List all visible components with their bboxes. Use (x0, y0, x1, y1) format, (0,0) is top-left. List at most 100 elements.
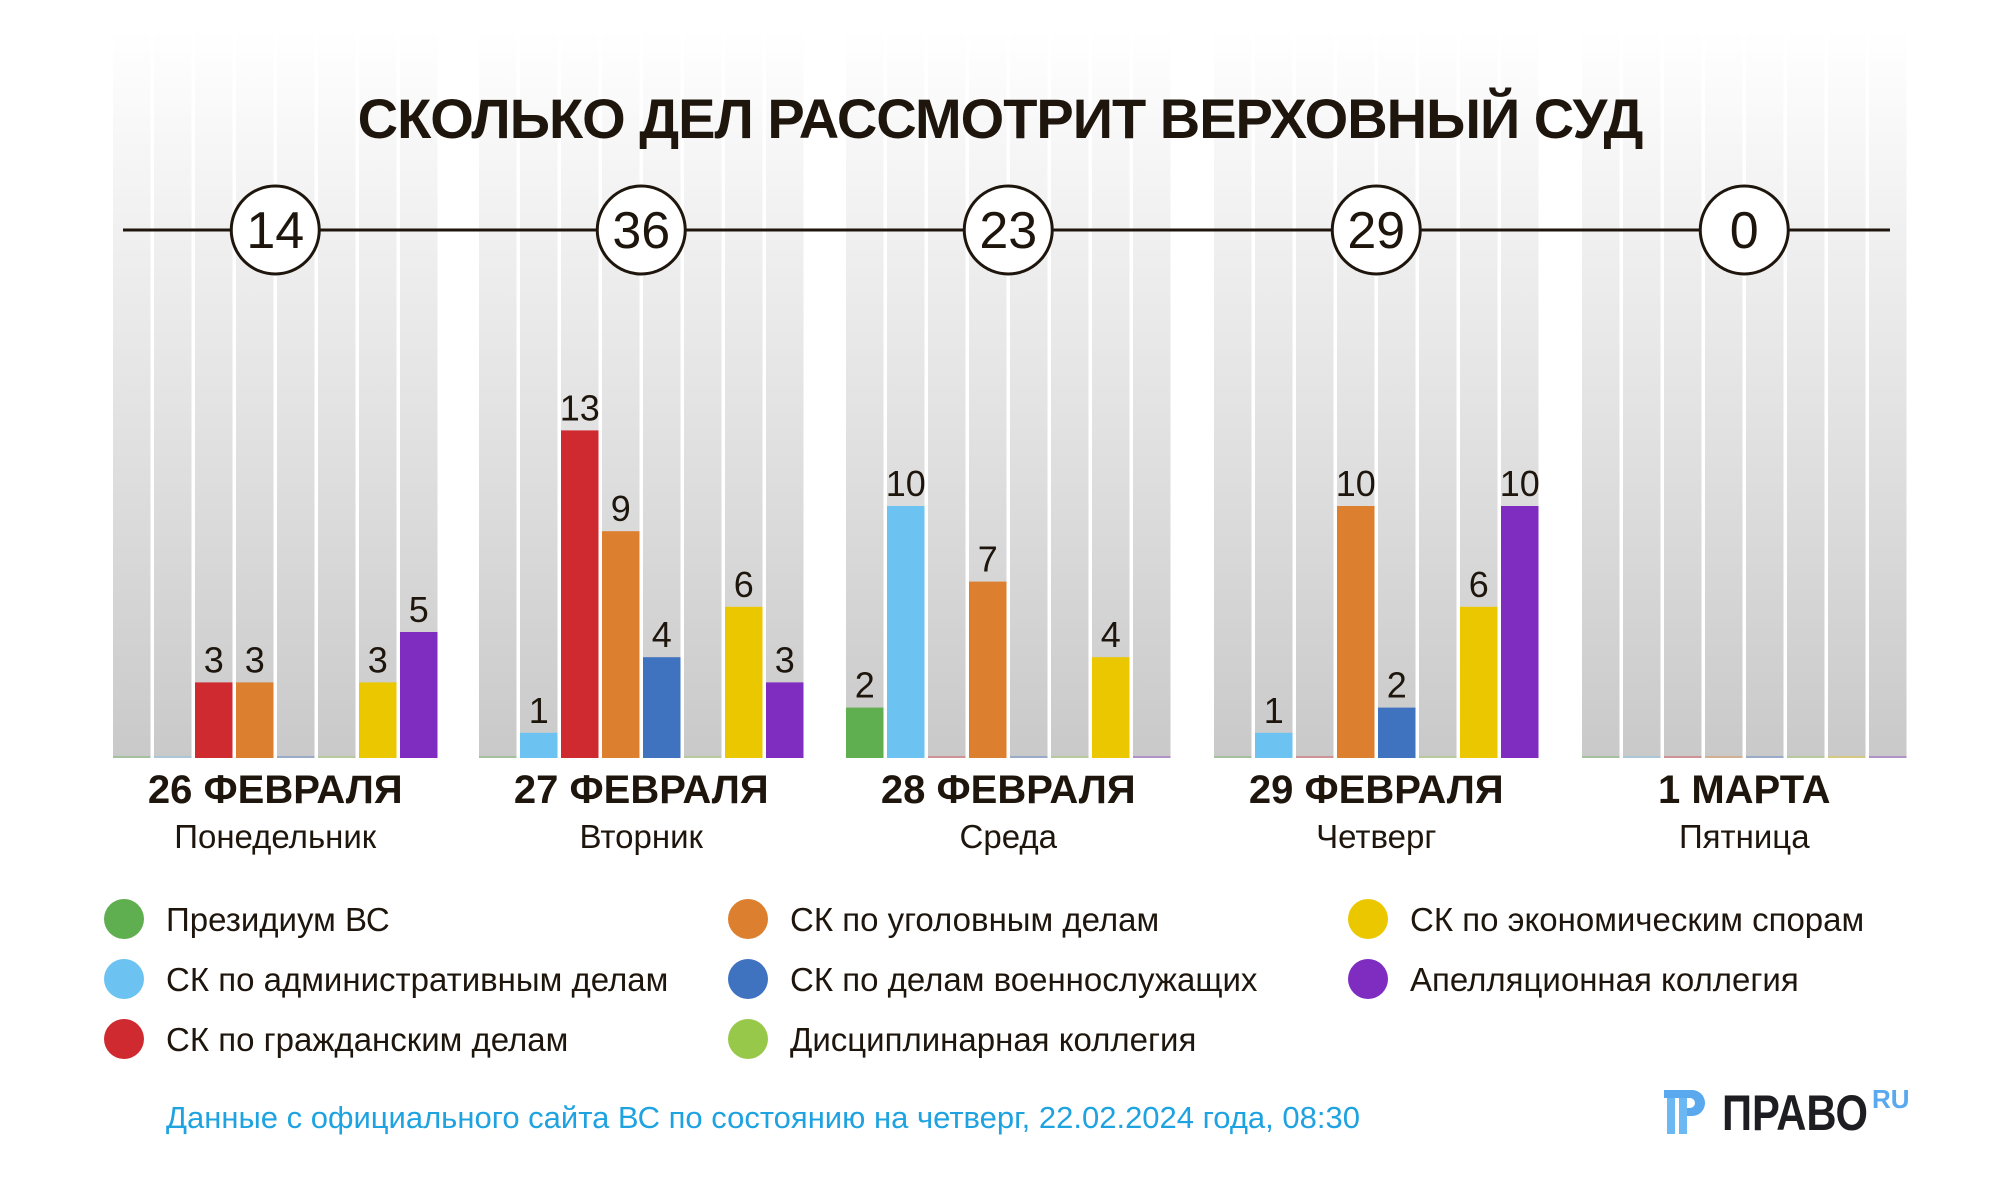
legend-swatch (104, 1019, 144, 1059)
background-column (359, 30, 397, 758)
background-column (1705, 30, 1743, 758)
bar (236, 682, 274, 758)
bar (1133, 756, 1171, 758)
background-column (846, 30, 884, 758)
bar (969, 581, 1007, 758)
bar (1664, 756, 1702, 758)
background-column (928, 30, 966, 758)
background-column (1787, 30, 1825, 758)
bar (1623, 756, 1661, 758)
legend-swatch (1348, 959, 1388, 999)
bar (1337, 506, 1375, 758)
legend-label: СК по административным делам (166, 961, 668, 998)
total-value-label: 14 (246, 202, 304, 260)
bar (400, 632, 438, 758)
bar (1460, 606, 1498, 758)
bar (195, 682, 233, 758)
bar (1092, 657, 1130, 758)
pravo-logo: ПРАВО RU (1664, 1084, 1910, 1141)
pravo-logo-icon (1664, 1090, 1705, 1134)
background-column (1378, 30, 1416, 758)
bar (928, 756, 966, 758)
background-column (236, 30, 274, 758)
legend-swatch (104, 899, 144, 939)
bar (766, 682, 804, 758)
background-column (277, 30, 315, 758)
bar (1378, 707, 1416, 758)
background-column (1419, 30, 1457, 758)
bar (1010, 756, 1048, 758)
bar-value-label: 6 (1469, 564, 1489, 605)
bar (277, 756, 315, 758)
weekday-label: Четверг (1316, 818, 1436, 855)
bar (846, 707, 884, 758)
bar (602, 531, 640, 758)
legend-swatch (1348, 899, 1388, 939)
bar-value-label: 13 (560, 387, 600, 428)
bar (1501, 506, 1539, 758)
bar (1255, 732, 1293, 758)
bar-value-label: 3 (775, 639, 795, 680)
background-column (1296, 30, 1334, 758)
background-column (1010, 30, 1048, 758)
bar-value-label: 1 (1264, 690, 1284, 731)
total-circle (962, 184, 1054, 276)
background-column (1746, 30, 1784, 758)
date-label: 26 ФЕВРАЛЯ (148, 768, 403, 812)
bar (318, 756, 356, 758)
bar (1828, 756, 1866, 758)
total-value-label: 29 (1347, 202, 1405, 260)
bar (684, 756, 722, 758)
background-column (318, 30, 356, 758)
background-column (479, 30, 517, 758)
background-column (1828, 30, 1866, 758)
bar-value-label: 10 (1500, 463, 1540, 504)
legend-label: СК по гражданским делам (166, 1021, 568, 1058)
bar (887, 506, 925, 758)
bar (1787, 756, 1825, 758)
background-column (1214, 30, 1252, 758)
source-note: Данные с официального сайта ВС по состоя… (166, 1100, 1360, 1135)
bar-value-label: 1 (529, 690, 549, 731)
legend-item: СК по гражданским делам (104, 1019, 568, 1059)
legend-item: СК по экономическим спорам (1348, 899, 1864, 939)
date-label: 1 МАРТА (1658, 768, 1831, 812)
background-column (684, 30, 722, 758)
legend: Президиум ВС СК по административным делам… (104, 899, 1864, 1059)
bar-value-label: 4 (652, 614, 672, 655)
legend-label: СК по уголовным делам (790, 901, 1159, 938)
bar (1869, 756, 1907, 758)
legend-label: СК по экономическим спорам (1410, 901, 1864, 938)
bar-value-label: 9 (611, 488, 631, 529)
bar (479, 756, 517, 758)
bar (1705, 756, 1743, 758)
date-label: 28 ФЕВРАЛЯ (881, 768, 1136, 812)
total-value-label: 0 (1730, 202, 1759, 260)
legend-swatch (728, 959, 768, 999)
bar-value-label: 5 (409, 589, 429, 630)
weekday-label: Понедельник (174, 818, 377, 855)
bar-value-label: 2 (1387, 665, 1407, 706)
legend-label: Апелляционная коллегия (1410, 961, 1799, 998)
legend-swatch (104, 959, 144, 999)
bar-value-label: 2 (855, 665, 875, 706)
legend-label: Президиум ВС (166, 901, 390, 938)
background-column (113, 30, 151, 758)
legend-item: Апелляционная коллегия (1348, 959, 1799, 999)
bar (725, 606, 763, 758)
bar (1582, 756, 1620, 758)
total-value-label: 23 (979, 202, 1037, 260)
weekday-label: Вторник (580, 818, 704, 855)
legend-item: СК по уголовным делам (728, 899, 1159, 939)
chart-title: СКОЛЬКО ДЕЛ РАССМОТРИТ ВЕРХОВНЫЙ СУД (358, 87, 1643, 150)
background-column (766, 30, 804, 758)
background-column (195, 30, 233, 758)
background-column (1664, 30, 1702, 758)
background-column (1869, 30, 1907, 758)
date-label: 29 ФЕВРАЛЯ (1249, 768, 1504, 812)
bar-value-label: 10 (1336, 463, 1376, 504)
total-circle (229, 184, 321, 276)
bar (359, 682, 397, 758)
bar (154, 756, 192, 758)
